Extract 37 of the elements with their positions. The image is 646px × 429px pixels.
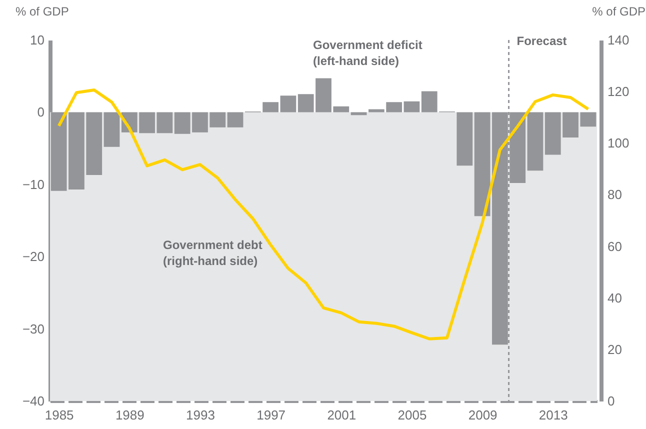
x-tick-label: 2005: [398, 408, 427, 422]
x-tick-label: 1993: [186, 408, 215, 422]
bar: [474, 112, 490, 216]
bar: [156, 112, 173, 134]
x-tick-label: 1997: [256, 408, 286, 422]
y-tick-label: −20: [22, 249, 44, 264]
x-tick-label: 2009: [468, 408, 498, 422]
y2-tick-label: 80: [608, 187, 622, 202]
bar: [280, 96, 296, 112]
x-tick-label: 1985: [44, 408, 74, 422]
x-tick-label: 2001: [327, 408, 356, 422]
bar: [104, 112, 120, 147]
y2-tick-label: 0: [608, 394, 615, 408]
bar: [527, 112, 544, 171]
bar: [227, 112, 244, 128]
x-tick-label: 2013: [538, 408, 568, 422]
y2-axis-title: % of GDP: [592, 4, 646, 18]
y-tick-label: 10: [30, 32, 44, 48]
ref-line-label: Forecast: [516, 34, 567, 48]
y2-tick-label: 20: [608, 342, 622, 357]
series-label: Government deficit (left-hand side): [313, 38, 422, 68]
bar: [456, 112, 473, 166]
y2-tick-label: 40: [608, 290, 622, 306]
bar: [350, 112, 367, 116]
y-tick-label: −10: [22, 176, 44, 192]
line-series: [57, 88, 590, 340]
series-label: Government debt (right-hand side): [163, 238, 262, 268]
y-tick-label: −30: [22, 321, 44, 336]
y2-tick-label: 120: [608, 84, 630, 100]
y-tick-label: −40: [22, 394, 44, 408]
y2-tick-label: 60: [608, 238, 622, 254]
y2-tick-label: 140: [608, 32, 630, 48]
bar: [404, 101, 420, 112]
y-tick-label: 0: [37, 104, 44, 120]
y-axis-title: % of GDP: [16, 4, 69, 18]
y2-tick-label: 100: [608, 136, 630, 151]
x-tick-label: 1989: [115, 408, 144, 422]
